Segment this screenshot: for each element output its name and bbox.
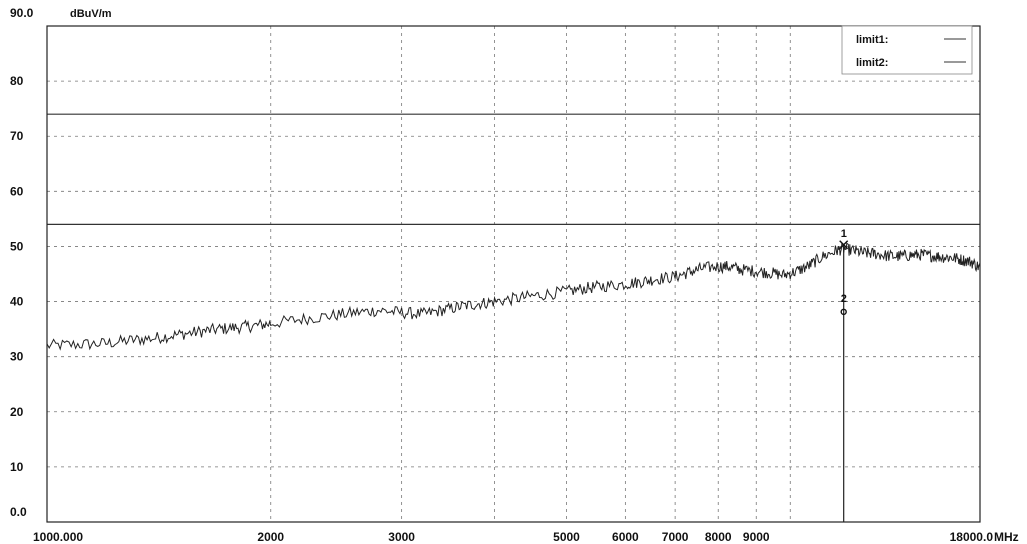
legend-label-limit1: limit1: [856,34,888,46]
x-tick-label: 5000 [553,530,580,544]
y-tick-label: 80 [10,74,24,88]
y-tick-label: 70 [10,129,24,143]
limit-lines [47,113,980,225]
grid [47,26,980,522]
y-tick-label: 10 [10,460,24,474]
y-tick-label: 20 [10,405,24,419]
marker-2-circle [840,308,847,316]
y-tick-label: 0.0 [10,505,27,519]
x-axis-unit: MHz [994,530,1019,544]
y-tick-label: 40 [10,295,24,309]
x-tick-label: 9000 [743,530,770,544]
legend-label-limit2: limit2: [856,57,888,69]
series-trace [46,241,981,351]
x-tick-label: 6000 [612,530,639,544]
x-tick-label: 2000 [257,530,284,544]
series [46,241,981,351]
x-tick-label: 8000 [705,530,732,544]
marker-1-cross [839,240,849,250]
legend-box [841,25,973,75]
y-axis-unit: dBuV/m [70,8,112,20]
y-tick-label: 60 [10,184,24,198]
y-tick-label: 90.0 [10,6,34,20]
x-tick-label: 18000.0 [950,530,994,544]
x-tick-label: 3000 [388,530,415,544]
plot-frame [46,25,981,523]
y-tick-label: 50 [10,239,24,253]
x-tick-label: 7000 [662,530,689,544]
x-tick-label: 1000.000 [33,530,83,544]
marker-label-1: 1 [841,228,847,240]
y-tick-label: 30 [10,350,24,364]
legend: limit1: limit2: [841,25,973,75]
x-tick-labels: 1000.000 2000 3000 5000 6000 7000 8000 9000 1800… [33,530,993,544]
markers: 12 [839,228,849,522]
marker-label-2: 2 [841,293,847,305]
y-tick-labels: 0.0 10 20 30 40 50 60 70 80 90.0 [10,6,34,519]
